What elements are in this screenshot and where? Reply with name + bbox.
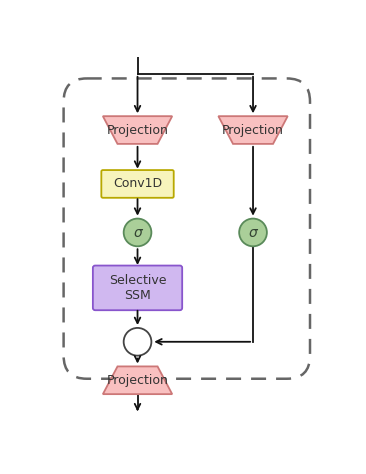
Text: σ: σ	[133, 226, 142, 240]
Polygon shape	[219, 116, 288, 144]
Text: Projection: Projection	[222, 124, 284, 137]
FancyBboxPatch shape	[64, 78, 310, 379]
Circle shape	[239, 219, 267, 246]
Text: Projection: Projection	[107, 124, 168, 137]
FancyBboxPatch shape	[93, 265, 182, 310]
Text: σ: σ	[249, 226, 257, 240]
Text: Selective
SSM: Selective SSM	[109, 274, 166, 302]
Polygon shape	[103, 116, 172, 144]
FancyBboxPatch shape	[101, 170, 174, 198]
Circle shape	[124, 328, 152, 356]
Text: Conv1D: Conv1D	[113, 177, 162, 191]
Circle shape	[124, 219, 152, 246]
Text: Projection: Projection	[107, 374, 168, 387]
Polygon shape	[103, 366, 172, 394]
